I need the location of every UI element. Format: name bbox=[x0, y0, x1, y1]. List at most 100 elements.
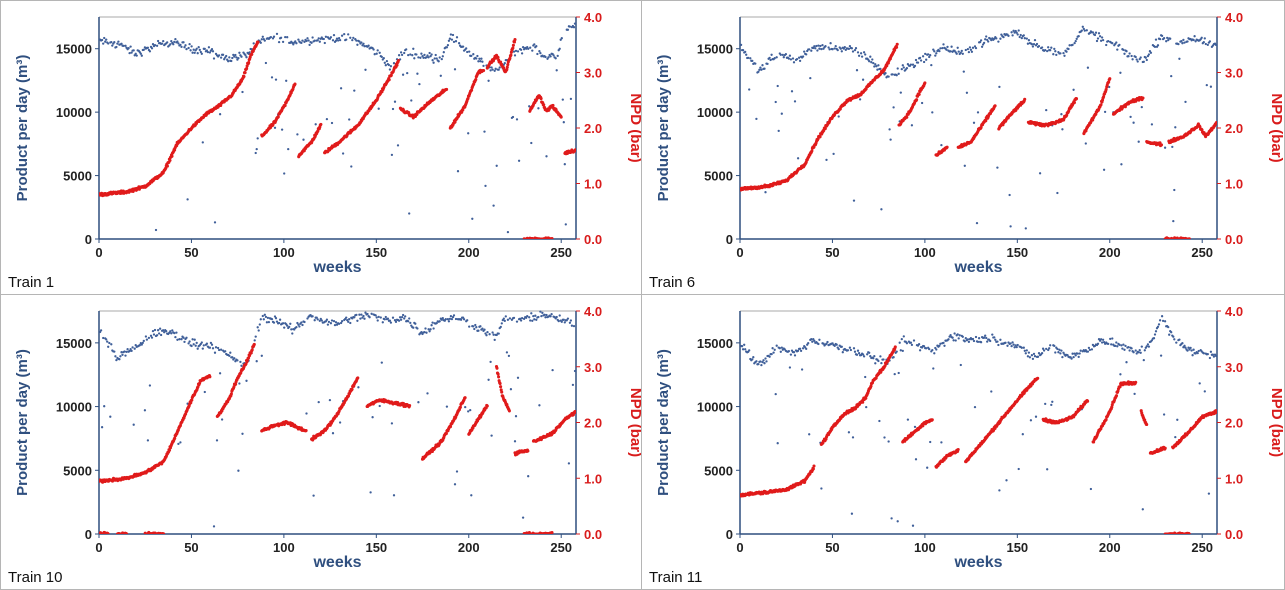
product-point bbox=[868, 60, 871, 63]
product-point bbox=[1127, 55, 1130, 58]
product-point bbox=[993, 336, 996, 339]
product-point bbox=[482, 64, 485, 68]
y-tick-label: 10000 bbox=[56, 105, 92, 120]
product-point bbox=[549, 55, 552, 58]
product-point bbox=[391, 316, 395, 319]
product-point bbox=[1015, 31, 1018, 34]
product-point bbox=[472, 53, 475, 56]
product-point bbox=[573, 22, 576, 25]
product-point bbox=[1163, 146, 1167, 149]
product-point bbox=[848, 44, 852, 48]
product-point bbox=[258, 323, 261, 326]
x-tick-label: 0 bbox=[736, 245, 743, 260]
npd-point bbox=[499, 385, 503, 389]
npd-point bbox=[498, 381, 502, 386]
product-point bbox=[1097, 32, 1101, 35]
product-point bbox=[362, 314, 365, 318]
product-point bbox=[194, 344, 197, 347]
product-point bbox=[1026, 42, 1030, 45]
product-point bbox=[272, 35, 276, 38]
product-point bbox=[259, 41, 262, 44]
product-point bbox=[348, 118, 351, 121]
product-point bbox=[99, 329, 103, 332]
npd-point bbox=[463, 396, 467, 400]
product-point bbox=[186, 402, 189, 405]
product-point bbox=[109, 415, 112, 418]
product-point bbox=[1079, 349, 1082, 352]
product-point bbox=[316, 39, 319, 42]
product-point bbox=[446, 318, 450, 321]
product-point bbox=[201, 347, 204, 350]
product-point bbox=[911, 524, 915, 527]
x-tick-label: 50 bbox=[825, 540, 839, 555]
product-point bbox=[777, 129, 780, 133]
product-point bbox=[311, 36, 314, 39]
x-tick-label: 150 bbox=[1006, 245, 1028, 260]
product-point bbox=[952, 339, 955, 342]
product-point bbox=[864, 375, 867, 379]
product-point bbox=[1207, 492, 1211, 495]
product-point bbox=[151, 329, 155, 333]
product-point bbox=[900, 337, 903, 341]
product-point bbox=[283, 172, 286, 175]
npd-point bbox=[485, 404, 489, 408]
product-point bbox=[376, 49, 379, 52]
product-point bbox=[210, 48, 214, 51]
product-point bbox=[562, 121, 565, 124]
product-point bbox=[1025, 37, 1028, 40]
product-point bbox=[199, 50, 202, 54]
product-point bbox=[840, 345, 843, 348]
product-point bbox=[1168, 333, 1171, 336]
y-tick-label: 15000 bbox=[697, 336, 733, 351]
product-point bbox=[1100, 341, 1104, 344]
product-point bbox=[555, 69, 558, 72]
product-point bbox=[1196, 351, 1199, 355]
product-point bbox=[193, 338, 196, 341]
product-point bbox=[545, 313, 548, 317]
product-point bbox=[817, 342, 820, 346]
x-tick-label: 200 bbox=[1099, 245, 1121, 260]
product-point bbox=[107, 345, 110, 348]
product-point bbox=[531, 319, 534, 322]
product-point bbox=[465, 47, 468, 50]
product-point bbox=[1094, 31, 1098, 34]
product-point bbox=[332, 33, 336, 37]
product-point bbox=[1140, 105, 1143, 109]
product-point bbox=[130, 349, 133, 353]
product-point bbox=[286, 36, 289, 39]
product-point bbox=[176, 338, 179, 341]
product-point bbox=[125, 350, 128, 354]
product-point bbox=[487, 79, 490, 82]
product-point bbox=[223, 58, 226, 61]
npd-point bbox=[356, 376, 360, 380]
product-point bbox=[483, 130, 486, 133]
product-point bbox=[415, 53, 418, 56]
product-point bbox=[271, 37, 275, 40]
npd-point bbox=[1094, 112, 1098, 116]
product-point bbox=[537, 315, 540, 319]
product-point bbox=[902, 66, 905, 69]
product-point bbox=[504, 315, 507, 318]
product-point bbox=[255, 147, 258, 151]
y-tick-label: 0 bbox=[726, 527, 733, 542]
product-point bbox=[813, 339, 816, 342]
product-point bbox=[337, 322, 341, 325]
product-point bbox=[978, 40, 982, 44]
product-point bbox=[796, 349, 800, 352]
product-point bbox=[454, 317, 458, 321]
product-point bbox=[454, 40, 458, 43]
product-point bbox=[256, 326, 259, 329]
product-point bbox=[807, 342, 810, 345]
product-point bbox=[275, 32, 279, 36]
product-point bbox=[931, 111, 934, 114]
product-point bbox=[1173, 188, 1176, 192]
product-point bbox=[238, 51, 241, 54]
product-point bbox=[1100, 36, 1104, 39]
product-point bbox=[174, 335, 177, 339]
npd-point bbox=[1108, 77, 1112, 81]
product-point bbox=[1024, 227, 1027, 230]
product-point bbox=[740, 345, 744, 348]
npd-point bbox=[415, 112, 419, 116]
product-point bbox=[1133, 392, 1136, 396]
product-point bbox=[538, 50, 541, 53]
